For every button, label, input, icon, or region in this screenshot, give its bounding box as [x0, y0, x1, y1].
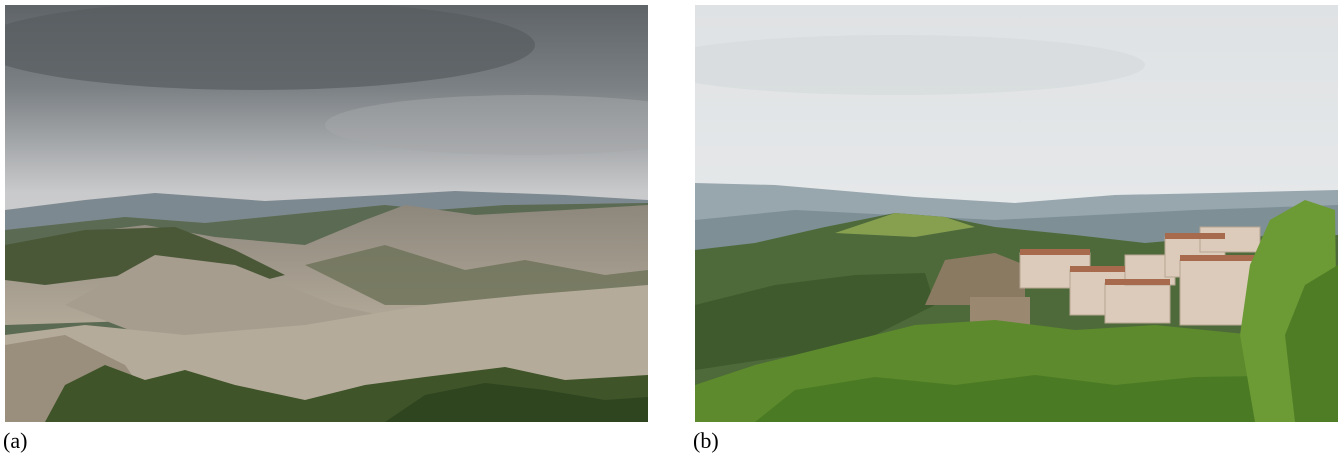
panel-label: (a): [3, 428, 27, 453]
photo-a: [0, 0, 725, 422]
photo-b: [645, 5, 1338, 422]
figure: (a) (b): [0, 0, 1344, 457]
panel-label: (b): [693, 428, 719, 453]
